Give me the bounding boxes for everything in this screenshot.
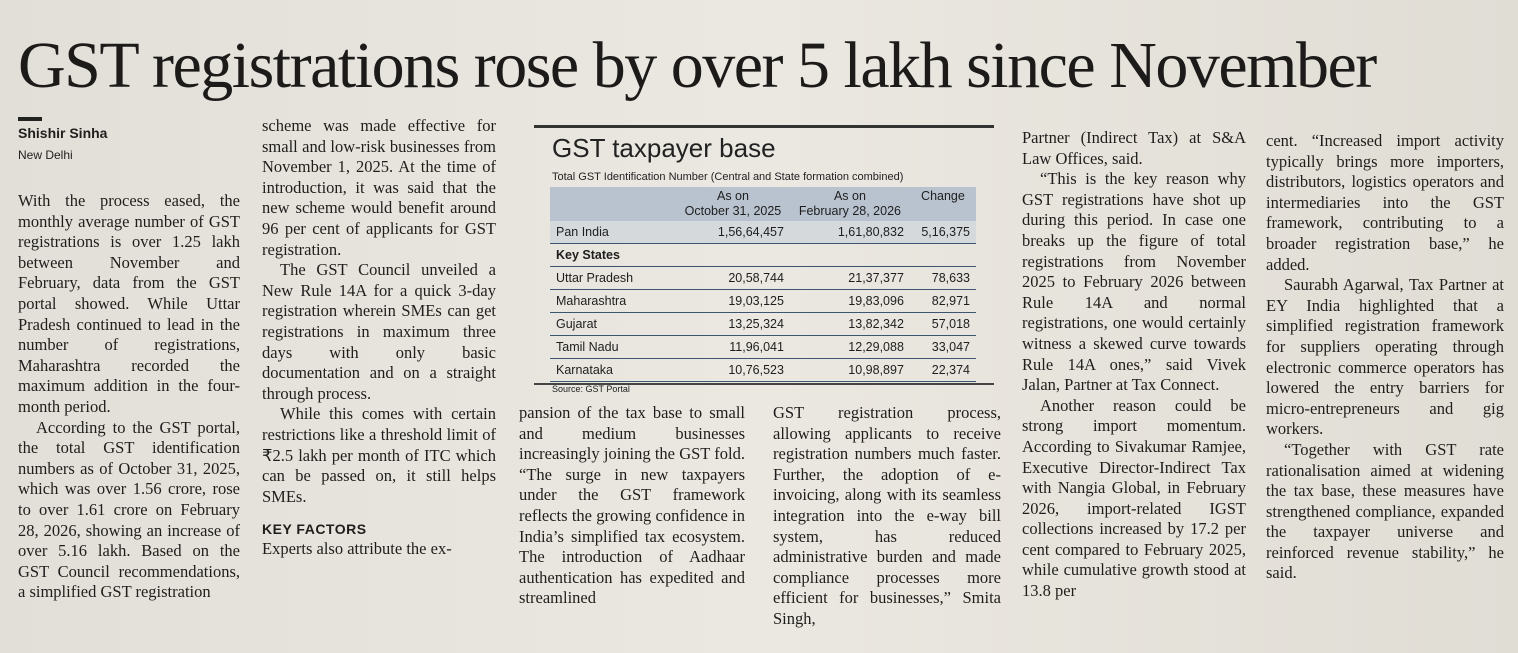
table-cell: 5,16,375 (909, 221, 976, 244)
table-cell: Tamil Nadu (550, 335, 676, 359)
article-column-6: cent. “Increased import activity typical… (1266, 131, 1504, 584)
table-source: Source: GST Portal (552, 384, 630, 394)
gst-table: As on October 31, 2025 As on February 28… (550, 187, 976, 382)
table-cell: Karnataka (550, 358, 676, 382)
table-cell: 19,83,096 (789, 289, 910, 313)
paragraph: While this comes with certain restrictio… (262, 404, 496, 506)
table-row-key-states-label: Key States (550, 243, 976, 267)
paragraph: Another reason could be strong import mo… (1022, 395, 1246, 601)
byline-rule (18, 117, 42, 121)
paragraph: According to the GST portal, the total G… (18, 417, 240, 602)
article-column-5: Partner (Indirect Tax) at S&A Law Office… (1022, 128, 1246, 602)
table-row: Tamil Nadu 11,96,041 12,29,088 33,047 (550, 335, 976, 359)
table-cell: 1,56,64,457 (676, 221, 790, 244)
table-row: Karnataka 10,76,523 10,98,897 22,374 (550, 358, 976, 382)
byline-place: New Delhi (18, 148, 73, 162)
table-cell: 11,96,041 (676, 335, 790, 359)
table-header-cell: As on October 31, 2025 (676, 187, 790, 221)
article-column-4: GST registration process, allowing appli… (773, 403, 1001, 630)
table-bottom-rule (534, 383, 994, 385)
table-cell: Maharashtra (550, 289, 676, 313)
gst-taxpayer-table-graphic: GST taxpayer base Total GST Identificati… (534, 125, 996, 394)
table-cell: Pan India (550, 221, 676, 244)
paragraph: cent. “Increased import activity typical… (1266, 131, 1504, 274)
table-row: Maharashtra 19,03,125 19,83,096 82,971 (550, 289, 976, 313)
paragraph: The GST Council unveiled a New Rule 14A … (262, 260, 496, 403)
table-top-rule (534, 125, 994, 128)
paragraph: With the process eased, the monthly aver… (18, 191, 240, 416)
table-cell: 13,82,342 (789, 312, 910, 336)
table-cell: 19,03,125 (676, 289, 790, 313)
table-cell: 22,374 (909, 358, 976, 382)
paragraph: Partner (Indirect Tax) at S&A Law Office… (1022, 128, 1246, 168)
table-cell: 13,25,324 (676, 312, 790, 336)
table-cell: 10,76,523 (676, 358, 790, 382)
paragraph: GST registration process, allowing appli… (773, 403, 1001, 628)
paragraph: “This is the key reason why GST registra… (1022, 169, 1246, 395)
table-cell: 57,018 (909, 312, 976, 336)
table-title: GST taxpayer base (552, 133, 776, 163)
byline-name: Shishir Sinha (18, 125, 108, 141)
article-column-3: pansion of the tax base to small and med… (519, 403, 745, 609)
table-cell: 12,29,088 (789, 335, 910, 359)
table-row-pan-india: Pan India 1,56,64,457 1,61,80,832 5,16,3… (550, 221, 976, 244)
table-header-cell: As on February 28, 2026 (789, 187, 910, 221)
table-header-cell: Change (909, 187, 976, 221)
article-column-2: scheme was made effective for small and … (262, 116, 496, 560)
paragraph: Experts also attribute the ex- (262, 539, 452, 559)
table-cell: 20,58,744 (676, 266, 790, 290)
paragraph: pansion of the tax base to small and med… (519, 403, 745, 608)
table-row: Gujarat 13,25,324 13,82,342 57,018 (550, 312, 976, 336)
table-cell: 1,61,80,832 (789, 221, 910, 244)
table-section-label: Key States (550, 243, 976, 267)
paragraph: scheme was made effective for small and … (262, 116, 496, 259)
table-subtitle: Total GST Identification Number (Central… (552, 171, 904, 183)
article-column-1: With the process eased, the monthly aver… (18, 191, 240, 603)
table-cell: 33,047 (909, 335, 976, 359)
table-row: Uttar Pradesh 20,58,744 21,37,377 78,633 (550, 266, 976, 290)
table-cell: 10,98,897 (789, 358, 910, 382)
table-cell: Gujarat (550, 312, 676, 336)
table-header-row: As on October 31, 2025 As on February 28… (550, 187, 976, 221)
table-cell: 78,633 (909, 266, 976, 290)
subhead-key-factors: KEY FACTORS (262, 521, 367, 538)
headline: GST registrations rose by over 5 lakh si… (18, 29, 1377, 102)
table-cell: 21,37,377 (789, 266, 910, 290)
table-cell: Uttar Pradesh (550, 266, 676, 290)
paragraph: “Together with GST rate rationalisation … (1266, 439, 1504, 583)
table-cell: 82,971 (909, 289, 976, 313)
paragraph: Saurabh Agarwal, Tax Partner at EY India… (1266, 275, 1504, 439)
table-header-cell (550, 187, 676, 221)
